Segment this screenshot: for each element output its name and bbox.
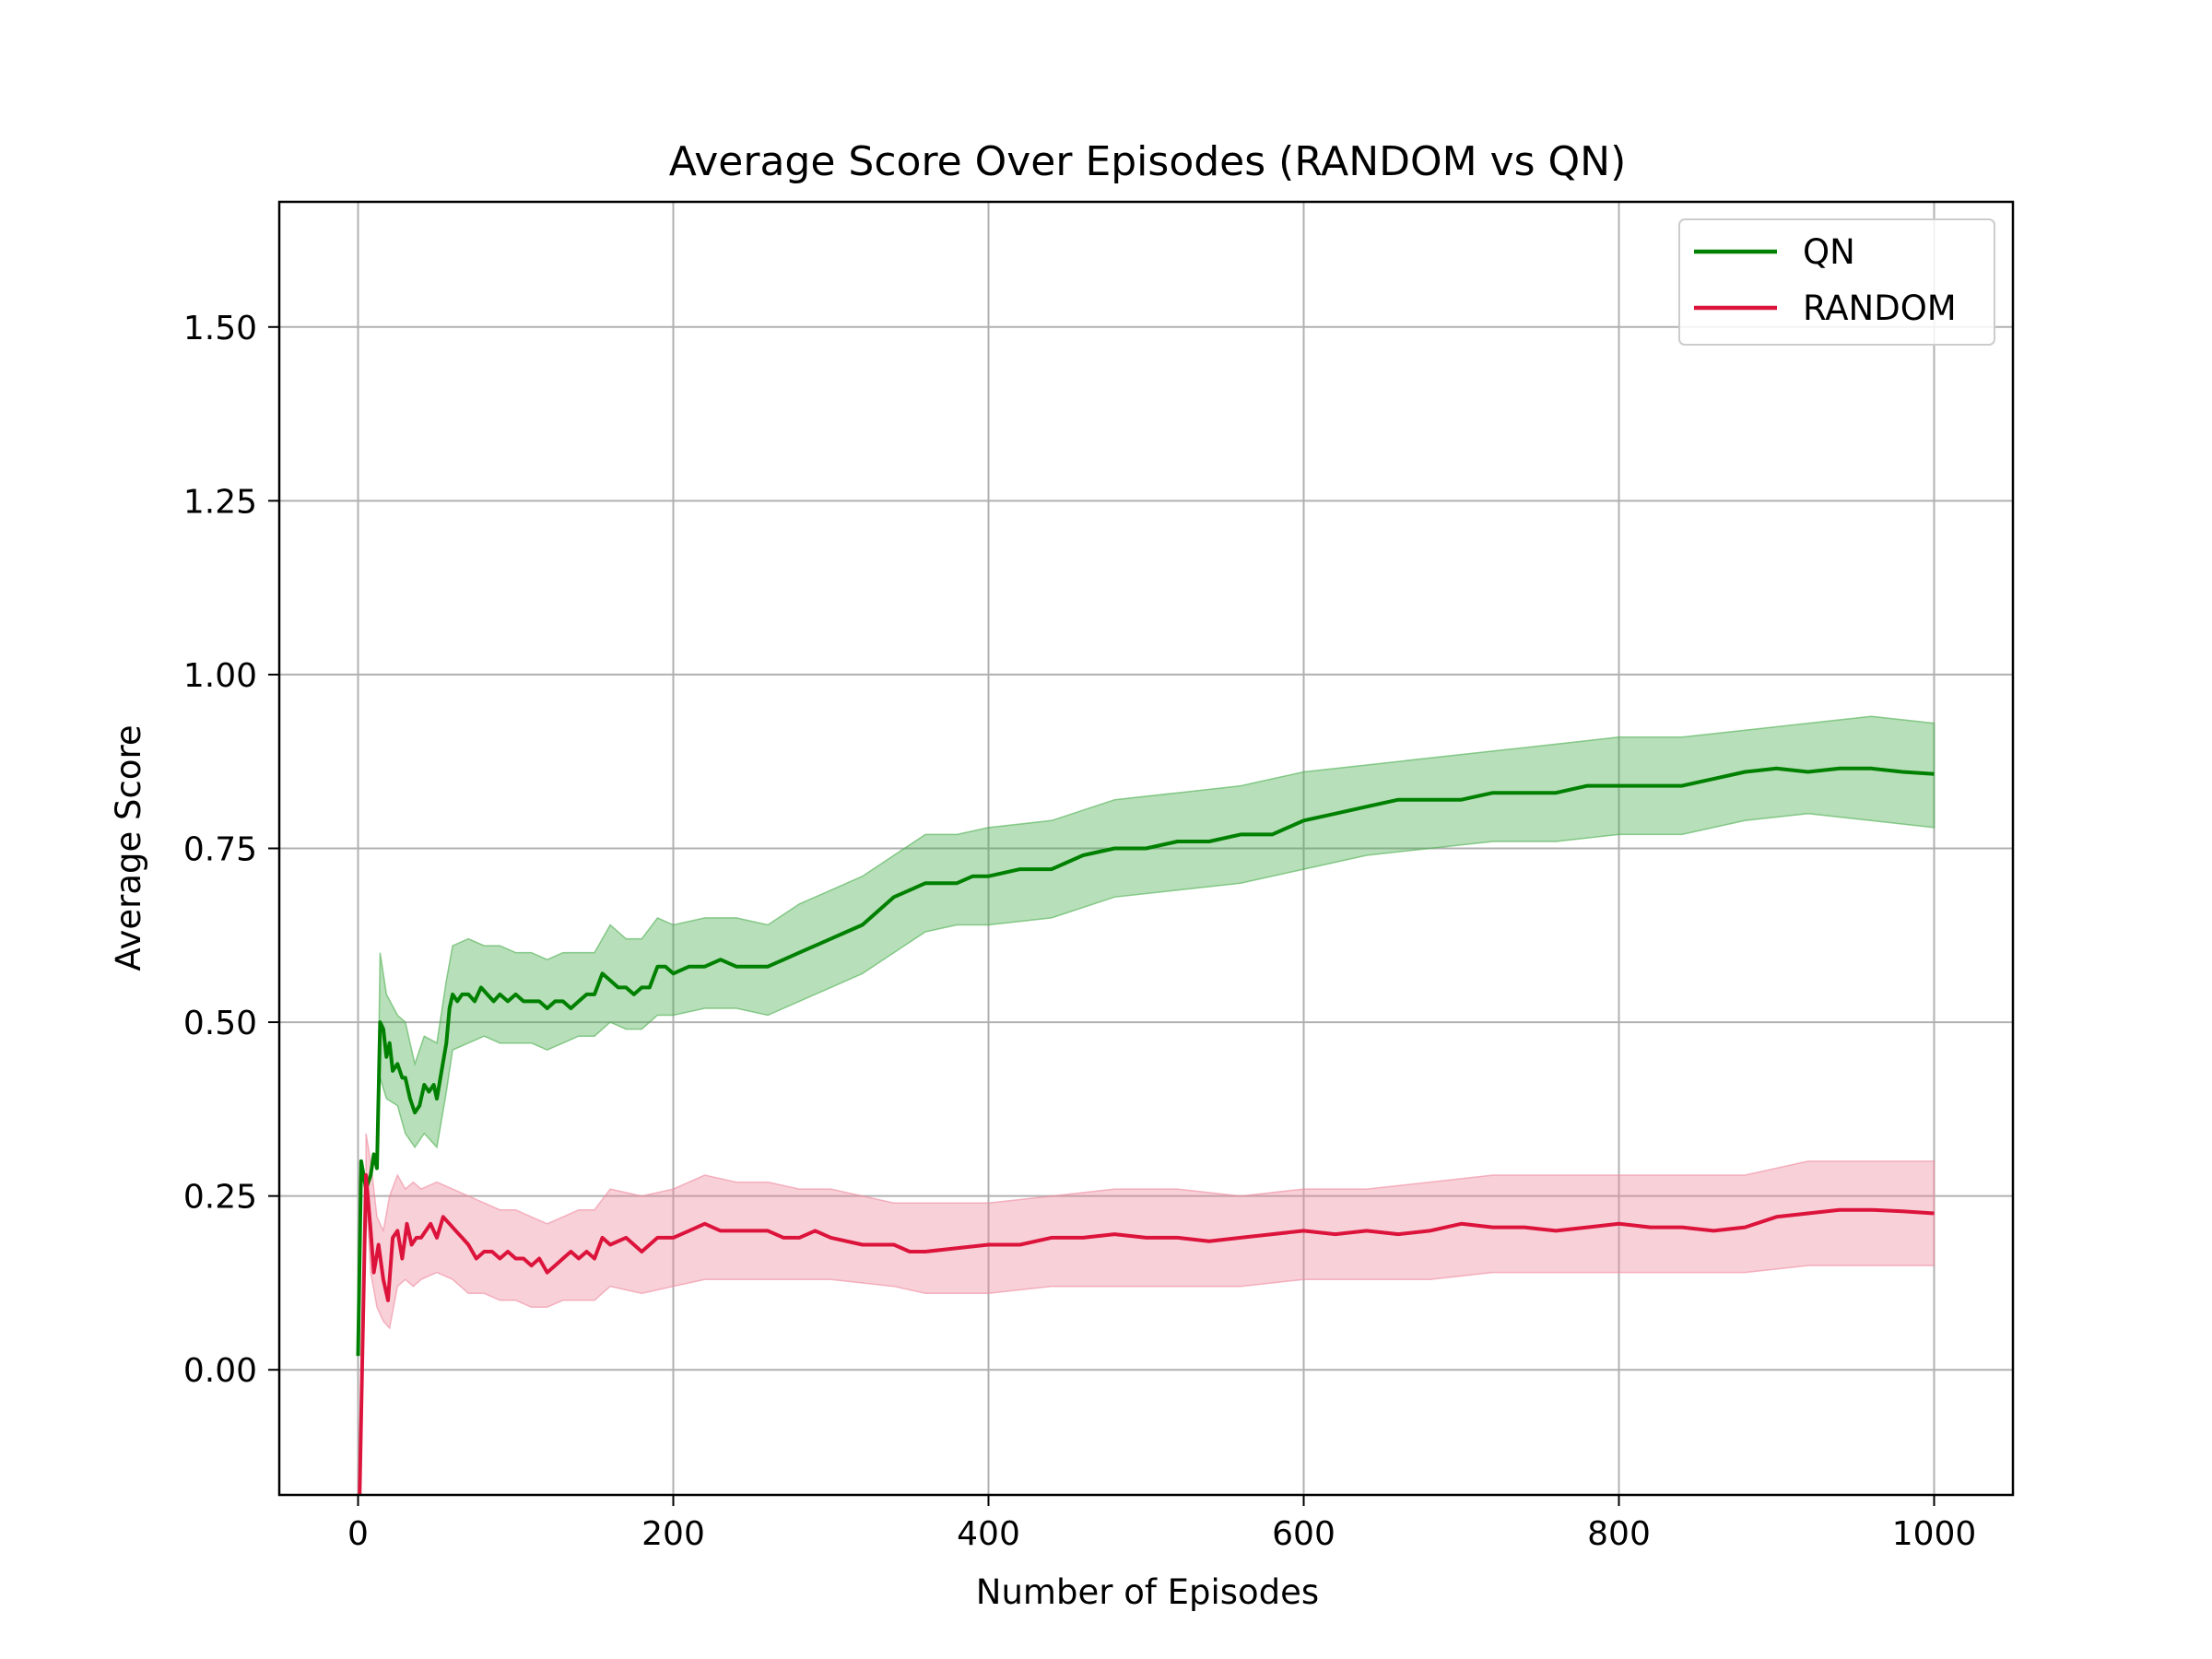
series-line-random xyxy=(358,1173,1935,1495)
legend-label-qn: QN xyxy=(1803,232,1855,272)
y-tick-label: 0.50 xyxy=(183,1005,257,1042)
series-line-qn xyxy=(356,766,1935,1357)
x-tick-label: 400 xyxy=(957,1515,1020,1553)
y-tick-label: 1.50 xyxy=(183,310,257,347)
confidence-band-random xyxy=(365,1133,1936,1330)
series-lines xyxy=(356,766,1935,1495)
x-tick-label: 200 xyxy=(641,1515,705,1553)
confidence-bands xyxy=(365,715,1936,1330)
confidence-band-qn xyxy=(376,715,1936,1169)
y-axis: 0.00 0.25 0.50 0.75 1.00 1.25 1.50 xyxy=(183,310,279,1390)
x-tick-label: 600 xyxy=(1272,1515,1335,1553)
x-tick-label: 0 xyxy=(347,1515,369,1553)
y-axis-label: Average Score xyxy=(109,724,148,971)
x-axis-label: Number of Episodes xyxy=(976,1572,1319,1612)
y-tick-label: 0.75 xyxy=(183,831,257,869)
legend: QN RANDOM xyxy=(1678,218,1995,346)
x-tick-label: 800 xyxy=(1587,1515,1651,1553)
x-axis: 0 200 400 600 800 1000 xyxy=(347,1495,1976,1553)
y-tick-label: 1.25 xyxy=(183,483,257,521)
y-tick-label: 0.00 xyxy=(183,1352,257,1390)
y-tick-label: 0.25 xyxy=(183,1179,257,1217)
chart-title: Average Score Over Episodes (RANDOM vs Q… xyxy=(669,138,1627,185)
y-tick-label: 1.00 xyxy=(183,657,257,695)
x-tick-label: 1000 xyxy=(1892,1515,1977,1553)
legend-label-random: RANDOM xyxy=(1803,288,1957,328)
